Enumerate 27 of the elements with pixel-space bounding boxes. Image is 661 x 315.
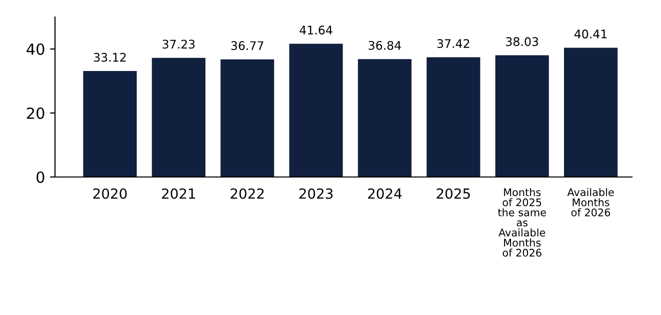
bar [220, 59, 274, 177]
y-tick-label: 0 [36, 171, 44, 184]
x-tick-label: Months of 2025 the same as Available Months of 2026 [498, 188, 546, 257]
data-label: 41.64 [300, 26, 332, 35]
bar [495, 55, 549, 177]
y-tick-label: 20 [26, 107, 44, 120]
data-label: 36.77 [231, 41, 264, 50]
data-label: 33.12 [94, 52, 126, 62]
bar [426, 57, 480, 177]
x-tick-label: 2021 [162, 188, 196, 199]
data-label: 40.41 [574, 30, 607, 38]
data-label: 38.03 [506, 37, 538, 46]
data-label: 37.23 [162, 40, 195, 49]
y-tick-label: 40 [26, 43, 44, 56]
x-tick-label: 2025 [436, 188, 470, 199]
data-label: 37.42 [437, 39, 470, 48]
x-tick-label: 2022 [230, 188, 264, 199]
bar [564, 48, 618, 177]
x-tick-label: 2023 [299, 188, 333, 199]
x-tick-label: 2024 [368, 188, 402, 199]
bar [289, 44, 343, 177]
data-label: 36.84 [368, 40, 401, 50]
bar [83, 71, 137, 177]
bar [358, 59, 412, 177]
bar [152, 58, 206, 177]
x-tick-label: 2020 [93, 188, 127, 199]
x-tick-label: Available Months of 2026 [567, 188, 614, 216]
